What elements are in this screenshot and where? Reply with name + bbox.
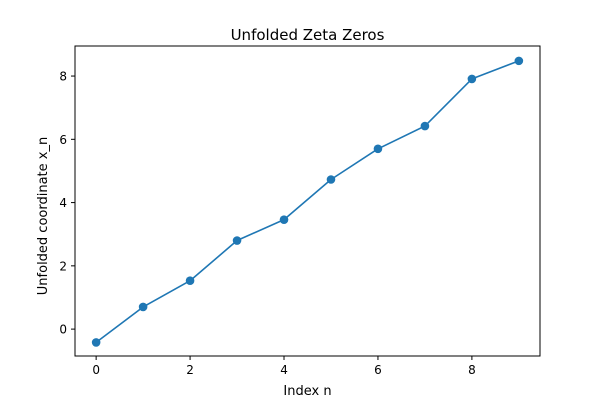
x-tick-label: 0 bbox=[92, 363, 100, 377]
data-point bbox=[514, 56, 524, 66]
data-point bbox=[373, 144, 383, 154]
axes-frame bbox=[74, 45, 541, 357]
data-point bbox=[232, 236, 242, 245]
y-axis-label: Unfolded coordinate x_n bbox=[36, 137, 51, 295]
x-tick-label: 2 bbox=[186, 363, 194, 377]
data-point bbox=[185, 276, 195, 286]
data-point bbox=[420, 121, 430, 131]
x-axis-label: Index n bbox=[283, 384, 331, 399]
plot-area: 0 2 4 6 8 0 2 4 6 8 bbox=[59, 45, 541, 377]
y-tick-label: 2 bbox=[59, 259, 67, 273]
x-tick-label: 8 bbox=[468, 363, 476, 377]
series-line bbox=[95, 60, 520, 344]
chart-title: Unfolded Zeta Zeros bbox=[231, 26, 385, 44]
y-tick-label: 8 bbox=[59, 70, 67, 84]
data-point bbox=[326, 175, 336, 184]
x-tick-label: 6 bbox=[374, 363, 382, 377]
y-tick-label: 6 bbox=[59, 133, 67, 147]
y-tick-label: 0 bbox=[59, 323, 67, 337]
x-tick-label: 4 bbox=[280, 363, 288, 377]
data-point bbox=[91, 338, 101, 347]
y-tick-label: 4 bbox=[59, 196, 67, 210]
data-point bbox=[279, 215, 289, 224]
data-point bbox=[467, 74, 477, 84]
data-point bbox=[138, 302, 148, 312]
